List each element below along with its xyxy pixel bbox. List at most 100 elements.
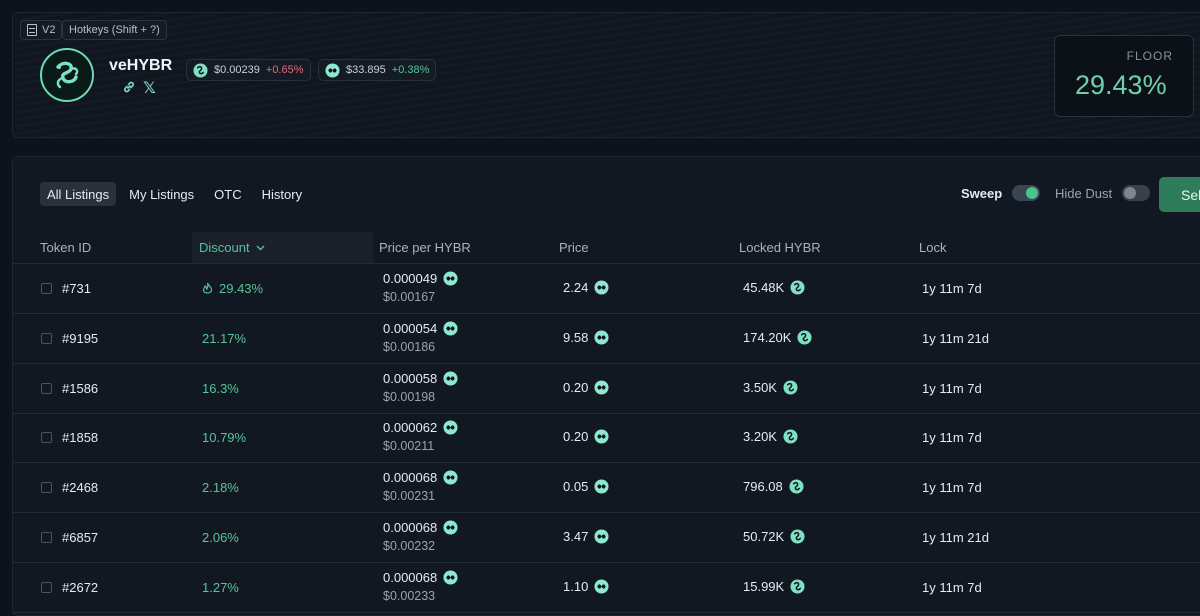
version-badge[interactable]: V2 [20,20,63,40]
hybr-coin-icon [797,330,812,345]
table-row[interactable]: #2672 1.27% 0.000068 $0.00233 1.10 15.99K 1… [12,563,1200,613]
floor-label: FLOOR [1126,49,1173,63]
chevron-down-icon [256,245,265,250]
version-label: V2 [42,24,56,36]
tab-my-listings[interactable]: My Listings [129,186,195,202]
hyper-coin-icon [443,470,458,485]
document-icon [27,24,37,36]
price-per-hybr-usd: $0.00231 [383,489,436,504]
hyper-coin-icon [443,271,458,286]
lock-duration: 1y 11m 21d [922,530,989,545]
table-row[interactable]: #9195 21.17% 0.000054 $0.00186 9.58 174.20K… [12,314,1200,364]
table-row[interactable]: #6857 2.06% 0.000068 $0.00232 3.47 50.72K 1… [12,513,1200,563]
floor-card: FLOOR 29.43% [1054,35,1194,117]
price-per-hybr-usd: $0.00232 [383,539,436,553]
row-checkbox[interactable] [41,382,52,394]
table-header: Token ID Discount Price per HYBR Price L… [12,232,1200,264]
x-twitter-icon[interactable]: 𝕏 [143,80,156,97]
hyper-coin-icon [443,420,458,435]
hotkeys-button[interactable]: Hotkeys (Shift + ?) [62,20,167,40]
col-price-per-hybr[interactable]: Price per HYBR [379,240,471,255]
sweep-toggle-knob [1026,187,1039,199]
locked-hybr-value: 796.08 [743,479,783,495]
hybr-coin-icon [790,529,805,544]
row-checkbox[interactable] [41,532,52,543]
col-lock[interactable]: Lock [919,240,947,255]
row-checkbox[interactable] [41,432,52,444]
hyper-coin-icon [443,321,458,336]
price-per-hybr-value: 0.000068 [383,569,438,585]
tab-all-listings[interactable]: All Listings [40,182,117,206]
fire-icon [202,282,213,294]
lock-duration: 1y 11m 7d [922,579,982,595]
lock-duration: 1y 11m 7d [922,281,982,296]
lock-duration: 1y 11m 7d [922,480,982,496]
row-checkbox[interactable] [41,482,52,494]
tab-otc[interactable]: OTC [214,186,242,202]
col-price[interactable]: Price [559,240,589,255]
link-icon[interactable] [122,80,136,94]
lock-duration: 1y 11m 7d [922,430,982,446]
token-id: #2468 [62,480,99,496]
token-name: veHYBR [109,57,173,74]
hyper-coin-icon [594,330,609,345]
discount-value: 1.27% [202,579,239,595]
col-discount-label: Discount [199,240,250,255]
token-id: #1858 [62,430,99,446]
price-value: 2.24 [563,280,589,295]
sell-button[interactable]: Sel [1159,177,1200,212]
row-checkbox[interactable] [41,332,52,344]
hyper-coin-icon [594,429,609,444]
price-per-hybr-value: 0.000058 [383,370,438,386]
lock-duration: 1y 11m 21d [922,330,989,346]
price-per-hybr-usd: $0.00211 [383,439,435,454]
hybr-price-change: +0.65% [265,64,304,76]
hyper-coin-icon [443,570,458,585]
token-logo [40,48,94,102]
hybr-coin-icon [193,62,208,78]
locked-hybr-value: 3.50K [743,379,777,395]
row-checkbox[interactable] [41,283,52,294]
listing-tabs: All Listings My Listings OTC History [40,182,309,206]
price-per-hybr-value: 0.000062 [383,420,438,436]
col-discount[interactable]: Discount [199,232,265,263]
hyper-coin-icon [594,529,609,544]
hyper-coin-icon [443,371,458,386]
hotkeys-label: Hotkeys (Shift + ?) [69,24,160,36]
hyper-coin-icon [443,520,458,535]
table-row[interactable]: #1586 16.3% 0.000058 $0.00198 0.20 3.50K 1y… [12,364,1200,414]
price-per-hybr-value: 0.000049 [383,271,438,286]
tab-history[interactable]: History [261,186,303,202]
table-row[interactable]: #1858 10.79% 0.000062 $0.00211 0.20 3.20K 1… [12,413,1200,464]
price-value: 0.05 [563,479,589,495]
price-per-hybr-value: 0.000054 [383,320,438,336]
hide-dust-label: Hide Dust [1055,185,1113,201]
price-per-hybr-usd: $0.00233 [383,588,436,603]
row-checkbox[interactable] [41,581,52,593]
locked-hybr-value: 45.48K [743,280,785,295]
locked-hybr-value: 15.99K [743,578,785,594]
col-token-id[interactable]: Token ID [40,240,92,255]
price-per-hybr-value: 0.000068 [383,520,438,535]
hide-dust-toggle[interactable] [1122,185,1151,201]
hyper-coin-icon [325,62,340,78]
table-row[interactable]: #2468 2.18% 0.000068 $0.00231 0.05 796.08 1… [12,463,1200,514]
lock-duration: 1y 11m 7d [922,380,982,396]
price-value: 9.58 [563,329,589,345]
floor-value: 29.43% [1075,70,1167,100]
discount-value: 21.17% [202,330,247,346]
sweep-label: Sweep [961,185,1003,201]
discount-value: 2.18% [202,480,239,496]
col-locked-hybr[interactable]: Locked HYBR [739,240,821,255]
token-id: #6857 [62,530,99,545]
hybr-coin-icon [790,579,805,594]
hybr-coin-icon [783,380,798,395]
hype-price-pill: $33.895 +0.38% [318,59,437,81]
price-per-hybr-usd: $0.00198 [383,389,436,404]
discount-header-highlight [192,232,373,263]
token-id: #1586 [62,380,99,396]
table-row[interactable]: #731 29.43% 0.000049 $0.00167 2.24 45.48K … [12,264,1200,314]
hype-price-change: +0.38% [391,64,430,76]
discount-value: 29.43% [219,281,264,296]
sweep-toggle[interactable] [1012,185,1041,201]
